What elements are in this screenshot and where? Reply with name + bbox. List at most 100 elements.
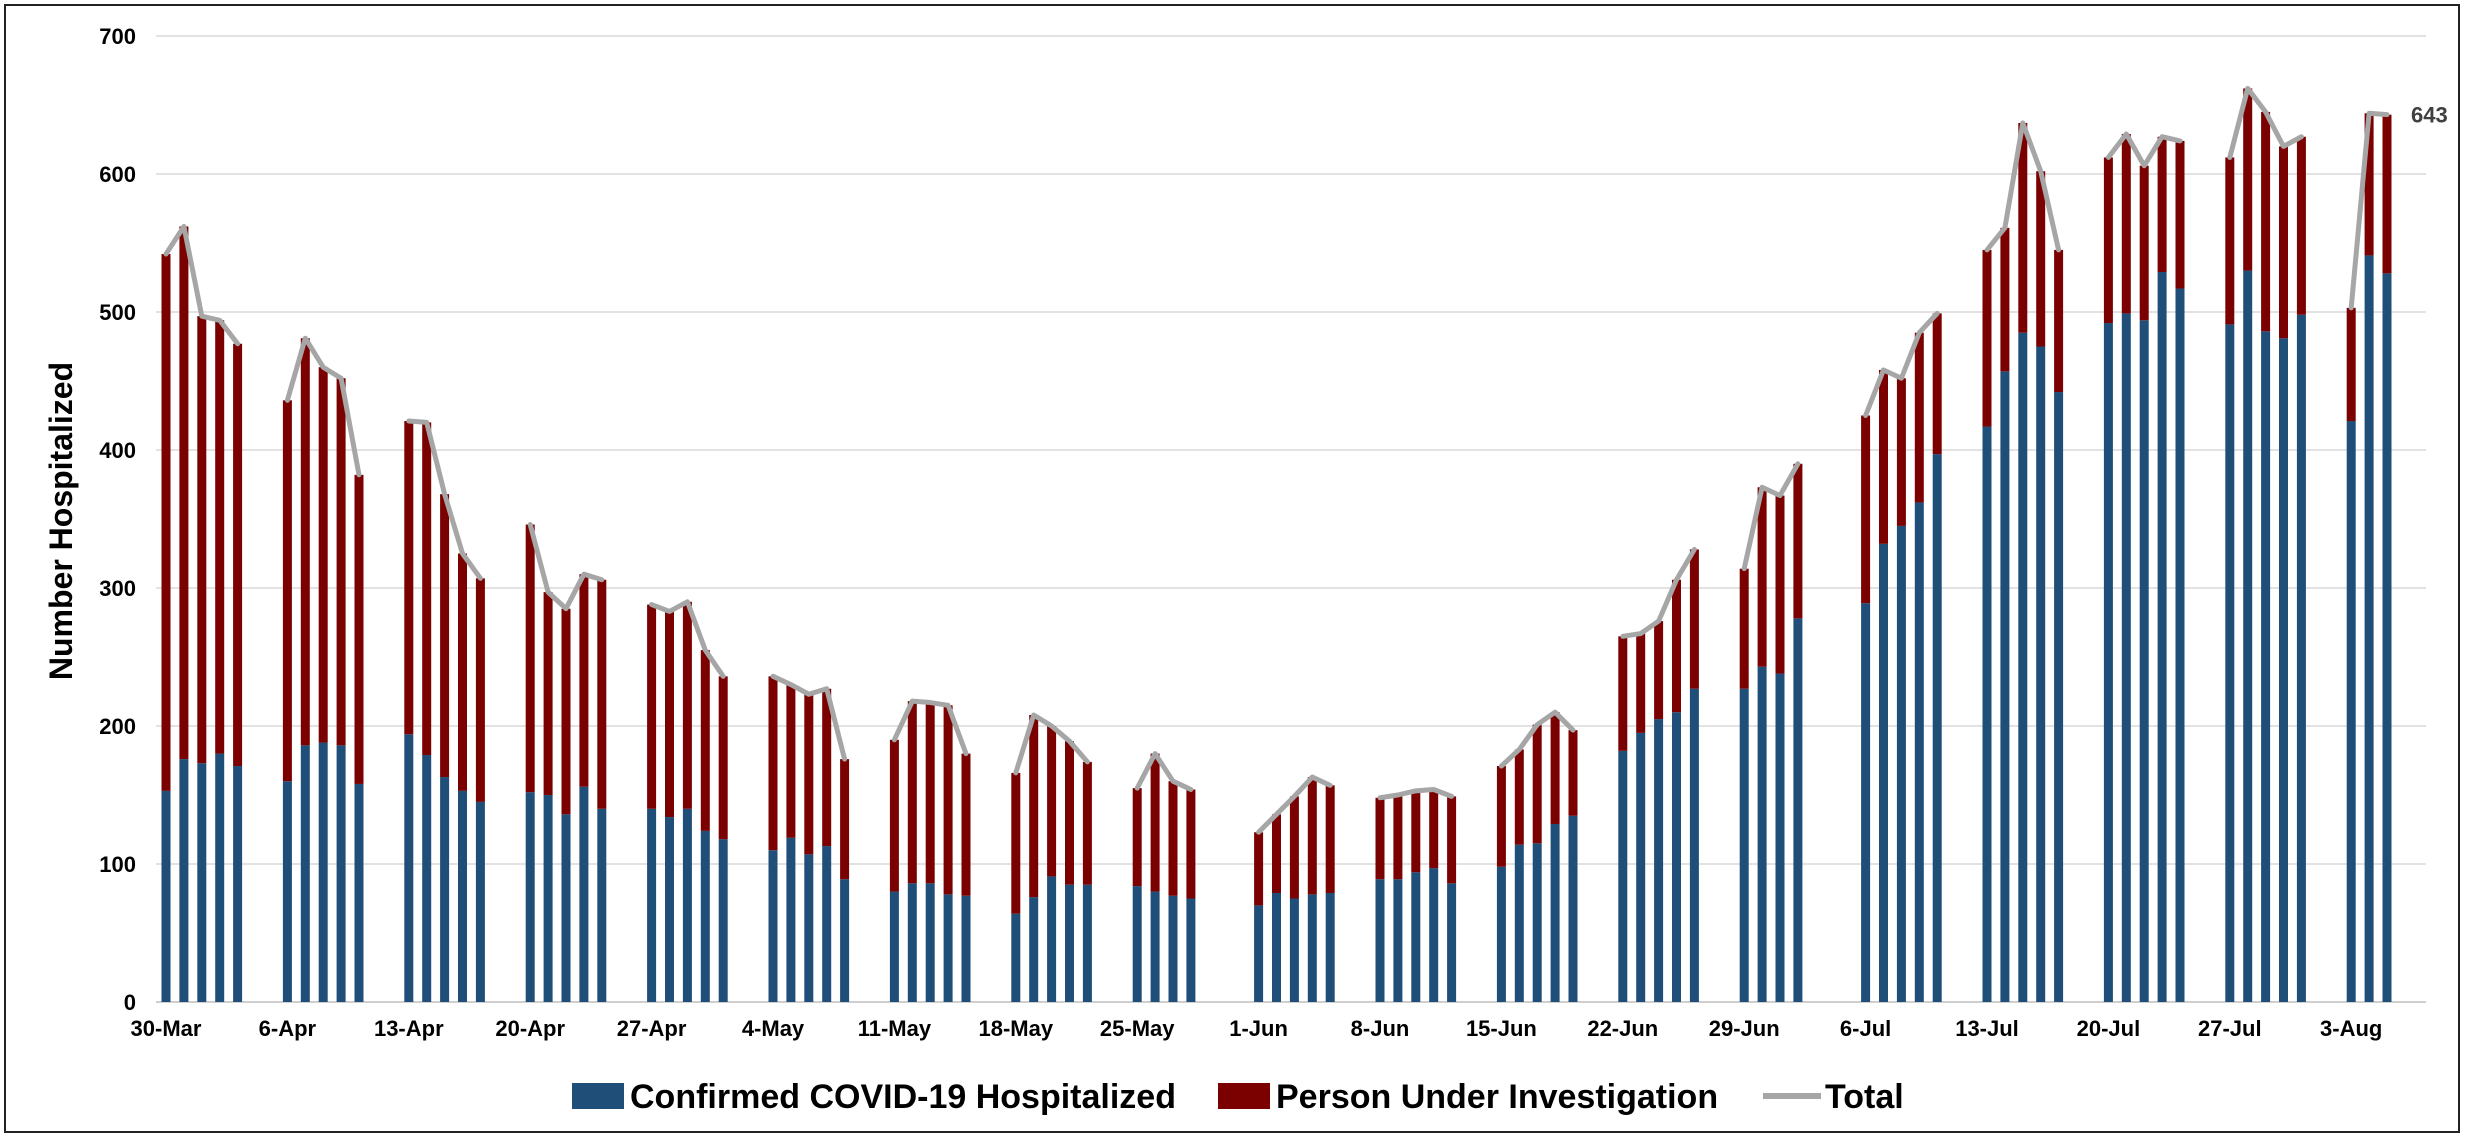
bar-confirmed (1307, 894, 1317, 1002)
bar-pui (2243, 88, 2253, 271)
bar-pui (1689, 549, 1699, 689)
y-tick-label: 700 (99, 24, 136, 49)
bar-confirmed (1879, 543, 1888, 1002)
bar-pui (1307, 777, 1317, 895)
bar-pui (1739, 568, 1749, 689)
bar-confirmed (1496, 866, 1506, 1002)
x-tick-label: 27-Jul (2198, 1016, 2262, 1041)
x-tick-label: 11-May (858, 1016, 932, 1041)
bar-pui (215, 320, 225, 754)
bar-confirmed (2175, 288, 2185, 1002)
bar-confirmed (1739, 688, 1749, 1002)
bar-pui (336, 378, 346, 746)
bar-confirmed (1429, 868, 1439, 1002)
bar-confirmed (786, 837, 796, 1002)
bar-confirmed (961, 895, 971, 1002)
bar-pui (943, 705, 953, 895)
bar-pui (1029, 714, 1039, 898)
bar-pui (1393, 795, 1403, 880)
bar-pui (1375, 797, 1385, 880)
y-axis: 0 100 200 300 400 500 600 700 (99, 24, 136, 1015)
bar-confirmed (1168, 895, 1178, 1002)
total-line-segment (891, 698, 969, 757)
y-tick-label: 200 (99, 714, 136, 739)
bar-confirmed (1896, 525, 1906, 1002)
bar-series (161, 88, 2392, 1003)
total-line-segment (2105, 131, 2183, 169)
bar-confirmed (1672, 712, 1681, 1002)
total-line-segment (649, 599, 726, 679)
bar-pui (1568, 730, 1578, 816)
bar-confirmed (1982, 426, 1992, 1002)
bar-confirmed (1325, 892, 1335, 1002)
bar-pui (1254, 832, 1264, 906)
bar-confirmed (943, 894, 953, 1002)
total-line-segment (1377, 786, 1455, 801)
bar-confirmed (579, 786, 589, 1002)
total-data-label: 643 (2411, 103, 2448, 128)
bar-pui (2000, 227, 2010, 372)
bar-confirmed (1011, 913, 1021, 1002)
total-line-segment (1741, 461, 1801, 572)
bar-pui (1289, 796, 1299, 899)
bar-pui (2157, 136, 2167, 272)
bar-confirmed (2139, 320, 2149, 1002)
bar-pui (822, 688, 832, 847)
bar-pui (2279, 146, 2288, 339)
y-tick-label: 400 (99, 438, 136, 463)
chart-frame: 0 100 200 300 400 500 600 700 30-Mar 6-Apr 13-Apr… (4, 4, 2460, 1133)
bar-confirmed (804, 854, 814, 1002)
total-line-series (163, 85, 2390, 835)
legend-confirmed-label: Confirmed COVID-19 Hospitalized (630, 1078, 1176, 1116)
bar-pui (2382, 114, 2392, 274)
bar-pui (300, 338, 310, 746)
x-tick-label: 4-May (742, 1016, 805, 1041)
x-tick-label: 6-Apr (259, 1016, 317, 1041)
bar-pui (1861, 415, 1871, 604)
x-tick-label: 22-Jun (1587, 1016, 1658, 1041)
bar-confirmed (458, 790, 467, 1002)
total-line-segment (2348, 110, 2390, 311)
bar-pui (458, 553, 467, 791)
total-line-segment (163, 223, 241, 347)
bar-confirmed (197, 763, 207, 1002)
bar-confirmed (1447, 883, 1457, 1002)
bar-pui (1914, 332, 1924, 503)
bar-pui (840, 759, 850, 880)
bar-pui (1132, 788, 1142, 887)
bar-confirmed (336, 745, 346, 1002)
bar-confirmed (318, 742, 328, 1002)
bar-pui (1618, 636, 1628, 751)
bar-confirmed (1532, 843, 1542, 1002)
bar-confirmed (1775, 673, 1785, 1002)
bar-confirmed (1411, 872, 1421, 1002)
y-tick-label: 500 (99, 300, 136, 325)
bar-confirmed (179, 759, 189, 1002)
bar-pui (804, 694, 814, 855)
bar-pui (1447, 796, 1457, 884)
bar-confirmed (282, 781, 292, 1002)
x-tick-label: 27-Apr (617, 1016, 687, 1041)
bar-confirmed (543, 795, 553, 1002)
bar-confirmed (1654, 719, 1664, 1002)
bar-pui (1082, 761, 1092, 885)
x-axis: 30-Mar 6-Apr 13-Apr 20-Apr 27-Apr 4-May 11-May… (131, 1016, 2383, 1041)
bar-confirmed (475, 801, 485, 1002)
bar-pui (1672, 579, 1681, 713)
bar-confirmed (2225, 324, 2235, 1002)
bar-pui (1496, 766, 1506, 867)
bar-pui (700, 650, 710, 831)
bar-pui (197, 316, 207, 764)
bar-confirmed (1272, 892, 1281, 1002)
total-line-segment (2227, 85, 2304, 160)
x-tick-label: 25-May (1100, 1016, 1175, 1041)
bar-pui (1654, 621, 1664, 720)
bar-confirmed (2261, 331, 2271, 1002)
bar-pui (543, 592, 553, 795)
total-line-segment (1620, 546, 1697, 639)
bar-pui (1186, 789, 1196, 899)
total-line-segment (1498, 709, 1576, 769)
bar-confirmed (925, 883, 935, 1002)
bar-pui (579, 574, 589, 787)
bar-confirmed (2296, 314, 2306, 1002)
